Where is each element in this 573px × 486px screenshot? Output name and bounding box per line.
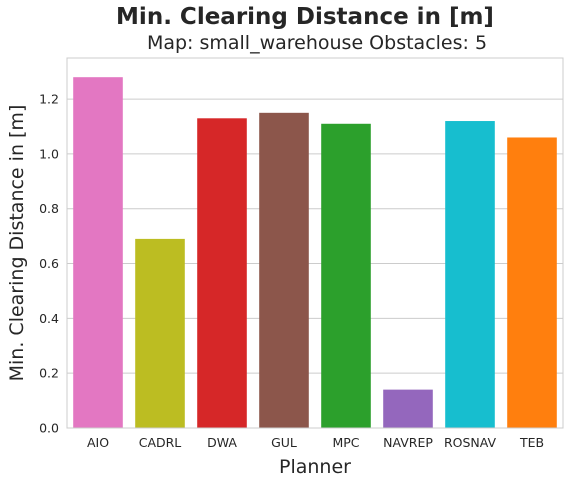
- chart-title: Min. Clearing Distance in [m]: [116, 4, 494, 30]
- x-tick-label: CADRL: [139, 435, 182, 450]
- bar-dwa: [197, 118, 247, 428]
- bar-teb: [507, 137, 557, 428]
- bar-cadrl: [135, 238, 185, 428]
- bar-rosnav: [445, 121, 495, 428]
- x-tick-label: ROSNAV: [444, 435, 497, 450]
- x-tick-label: TEB: [519, 435, 544, 450]
- y-tick-label: 0.8: [39, 201, 59, 216]
- y-tick-label: 1.2: [39, 92, 59, 107]
- y-tick-label: 0.0: [39, 421, 59, 436]
- y-tick-label: 1.0: [39, 146, 59, 161]
- bar-mpc: [321, 123, 371, 429]
- x-tick-labels: AIO CADRL DWA GUL MPC NAVREP ROSNAV TEB: [87, 435, 544, 450]
- x-tick-label: DWA: [207, 435, 237, 450]
- plot-frame: [66, 57, 564, 429]
- bar-gul: [259, 112, 309, 428]
- y-axis-label: Min. Clearing Distance in [m]: [6, 105, 28, 382]
- x-tick-label: GUL: [271, 435, 297, 450]
- y-tick-label: 0.2: [39, 366, 59, 381]
- x-tick-label: NAVREP: [383, 435, 433, 450]
- y-tick-label: 0.6: [39, 256, 59, 271]
- x-axis-label: Planner: [279, 456, 351, 478]
- x-tick-label: MPC: [332, 435, 359, 450]
- bars: [73, 77, 557, 429]
- chart-subtitle: Map: small_warehouse Obstacles: 5: [146, 32, 488, 54]
- bar-navrep: [383, 389, 433, 428]
- bar-aio: [73, 77, 123, 429]
- x-tick-label: AIO: [87, 435, 109, 450]
- y-tick-label: 0.4: [39, 311, 59, 326]
- y-tick-labels: 0.0 0.2 0.4 0.6 0.8 1.0 1.2: [39, 92, 59, 436]
